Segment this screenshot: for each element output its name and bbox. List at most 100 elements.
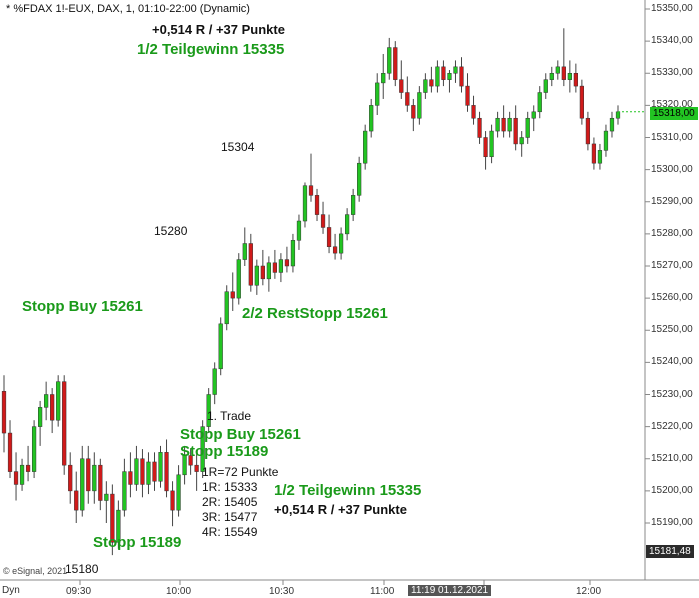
y-tick-label: 15230,00	[651, 388, 693, 400]
candle-body	[200, 426, 205, 472]
candle-body	[152, 461, 157, 482]
candle-body	[453, 66, 458, 74]
chart-title: * %FDAX 1!-EUX, DAX, 1, 01:10-22:00 (Dyn…	[6, 3, 250, 15]
candle-body	[561, 66, 566, 80]
candle-body	[104, 493, 109, 501]
candle-body	[363, 130, 368, 164]
candle-body	[224, 291, 229, 325]
candle-body	[435, 66, 440, 87]
candle-body	[531, 111, 536, 119]
candle-body	[537, 92, 542, 113]
candle-body	[80, 458, 85, 511]
candle-body	[489, 130, 494, 158]
y-tick-label: 15200,00	[651, 484, 693, 496]
candle-body	[585, 117, 591, 145]
candle-body	[266, 262, 271, 280]
candle-body	[411, 105, 416, 119]
lower-result-label: +0,514 R / +37 Punkte	[274, 502, 407, 517]
candle-body	[13, 471, 19, 485]
stopp-buy-left-label: Stopp Buy 15261	[22, 298, 143, 315]
candle-body	[477, 117, 482, 138]
candle-body	[296, 220, 302, 241]
candle-body	[236, 259, 241, 299]
candle-body	[74, 490, 79, 511]
y-tick-label: 15250,00	[651, 324, 693, 336]
candle-body	[525, 117, 530, 138]
x-tick-label: 11:00	[370, 586, 395, 597]
candle-body	[128, 471, 133, 485]
candle-body	[393, 47, 398, 80]
candle-body	[230, 291, 235, 299]
candle-body	[519, 137, 524, 145]
candle-body	[597, 150, 603, 164]
candle-body	[471, 105, 476, 119]
candle-body	[182, 455, 187, 476]
cursor-price-tag: 15181,48	[646, 545, 694, 558]
y-tick-label: 15320,00	[651, 99, 693, 111]
candle-body	[272, 262, 277, 273]
candle-body	[194, 464, 199, 472]
candle-body	[375, 82, 380, 106]
candle-body	[68, 464, 73, 492]
candle-body	[248, 243, 253, 286]
target-3r: 3R: 15477	[202, 510, 258, 524]
y-tick-label: 15260,00	[651, 292, 693, 304]
y-tick-label: 15300,00	[651, 163, 693, 175]
dyn-label[interactable]: Dyn	[2, 585, 20, 596]
price-15280-label: 15280	[154, 224, 188, 238]
candle-body	[1, 391, 7, 434]
candle-body	[7, 432, 13, 472]
candle-body	[495, 117, 500, 132]
candle-body	[116, 509, 121, 543]
target-1r: 1R: 15333	[202, 480, 258, 494]
candle-body	[338, 233, 344, 254]
candles	[1, 28, 621, 556]
candle-body	[314, 195, 320, 215]
target-4r: 4R: 15549	[202, 525, 258, 539]
candle-body	[483, 137, 488, 158]
rest-stopp-label: 2/2 RestStopp 15261	[242, 305, 388, 322]
candle-body	[110, 493, 115, 543]
candle-body	[242, 243, 247, 260]
candle-body	[543, 79, 548, 93]
candle-body	[417, 92, 422, 119]
price-15180-label: 15180	[65, 562, 99, 576]
candle-body	[465, 85, 470, 106]
candle-body	[188, 455, 193, 466]
candle-body	[332, 246, 338, 254]
cursor-time-tag: 11:19 01.12.2021	[408, 585, 492, 596]
candle-body	[278, 259, 284, 273]
candle-body	[56, 381, 61, 421]
candle-body	[290, 240, 296, 267]
candle-body	[555, 66, 560, 74]
candle-body	[459, 66, 464, 87]
y-tick-label: 15350,00	[651, 3, 693, 14]
candle-body	[206, 394, 211, 427]
top-teilgewinn-label: 1/2 Teilgewinn 15335	[137, 41, 285, 58]
y-tick-label: 15190,00	[651, 517, 693, 528]
trade-stopp-label: Stopp 15189	[180, 443, 269, 460]
trade-title-label: 1. Trade	[207, 409, 252, 423]
candle-body	[302, 185, 308, 222]
candle-body	[609, 117, 615, 132]
candle-body	[31, 426, 37, 472]
candle-body	[19, 464, 25, 485]
candle-body	[86, 458, 91, 492]
candle-body	[92, 464, 97, 492]
candle-body	[164, 452, 169, 492]
candle-body	[423, 79, 428, 93]
y-tick-label: 15290,00	[651, 195, 693, 207]
candle-body	[284, 259, 290, 267]
candle-body	[603, 130, 609, 151]
plot-area	[0, 0, 645, 580]
y-tick-label: 15330,00	[651, 67, 693, 79]
candle-body	[405, 92, 410, 106]
bottom-stopp-label: Stopp 15189	[93, 534, 182, 551]
candle-body	[447, 73, 452, 80]
risk-label: 1R=72 Punkte	[202, 465, 279, 479]
y-tick-label: 15270,00	[651, 260, 693, 271]
candle-body	[357, 162, 362, 196]
candle-body	[549, 73, 554, 80]
candle-body	[170, 490, 175, 511]
candle-body	[134, 458, 139, 485]
